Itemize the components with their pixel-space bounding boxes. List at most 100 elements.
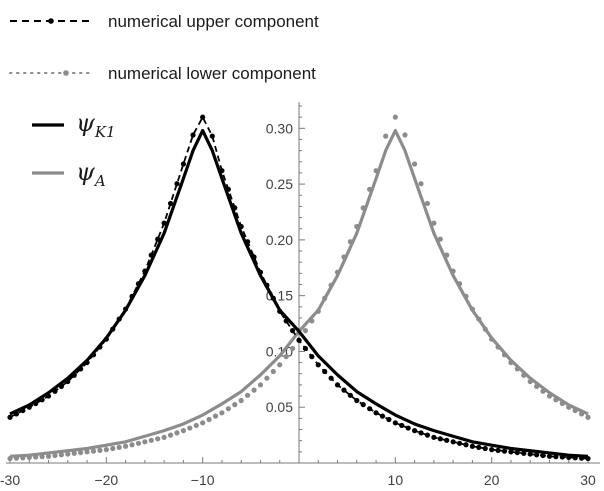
data-point-numerical-lower-component [225,406,231,412]
data-point-numerical-upper-component [424,432,431,438]
data-point-numerical-lower-component [161,434,167,440]
y-tick-label: 0.25 [266,176,293,192]
data-point-numerical-upper-component [200,114,206,120]
data-point-numerical-upper-component [508,449,514,455]
series-numerical-upper-component [7,114,591,462]
data-point-numerical-lower-component [206,416,212,423]
data-point-numerical-lower-component [277,362,283,368]
data-point-numerical-upper-component [245,239,251,245]
data-point-numerical-upper-component [379,413,386,419]
data-point-numerical-lower-component [270,368,276,375]
data-point-numerical-upper-component [116,316,122,322]
data-point-numerical-lower-component [219,410,225,416]
data-point-numerical-lower-component [45,453,52,459]
series-numerical-lower-component [7,114,591,462]
data-point-numerical-lower-component [193,422,199,429]
data-point-numerical-upper-component [180,161,186,167]
data-point-numerical-lower-component [302,328,309,334]
legend-a-symbol: ψ [76,158,96,186]
data-point-numerical-upper-component [540,452,546,459]
data-point-numerical-lower-component [135,440,142,446]
data-point-numerical-upper-component [553,454,559,460]
data-point-numerical-upper-component [501,448,508,454]
data-point-numerical-upper-component [20,407,26,414]
data-point-numerical-lower-component [245,392,251,398]
data-point-numerical-lower-component [116,444,122,450]
data-point-numerical-upper-component [360,402,366,408]
data-point-numerical-upper-component [418,430,424,436]
data-point-numerical-upper-component [161,220,167,226]
data-point-numerical-upper-component [289,328,296,334]
data-point-numerical-lower-component [155,436,161,442]
data-point-numerical-upper-component [437,436,443,442]
data-point-numerical-upper-component [110,326,116,332]
data-point-numerical-upper-component [238,223,244,230]
data-point-numerical-upper-component [148,252,154,258]
series-line-a [9,128,589,458]
legend-item-upper: numerical upper component [10,12,319,31]
data-point-numerical-upper-component [476,444,482,450]
data-point-numerical-lower-component [585,414,591,420]
data-point-numerical-lower-component [187,425,193,431]
data-point-numerical-upper-component [45,393,52,399]
data-point-numerical-lower-component [110,445,116,452]
data-point-numerical-upper-component [257,269,264,275]
y-tick-label: 0.30 [266,120,293,136]
data-point-numerical-upper-component [431,434,437,440]
data-point-numerical-upper-component [71,372,77,378]
data-point-numerical-upper-component [450,439,456,445]
data-point-numerical-upper-component [514,449,520,456]
x-tick-label: −20 [94,472,118,488]
data-point-numerical-lower-component [431,220,437,226]
legend: numerical upper component numerical lowe… [9,12,319,190]
data-point-numerical-lower-component [418,181,424,187]
data-point-numerical-upper-component [495,447,501,453]
data-point-numerical-lower-component [103,447,109,453]
data-point-numerical-upper-component [334,382,341,388]
series-a [9,128,589,458]
legend-a-subscript: A [93,172,106,190]
data-point-numerical-upper-component [302,345,309,352]
data-point-numerical-upper-component [283,318,289,324]
legend-label-k1: ψK1 [76,109,116,141]
data-point-numerical-upper-component [566,454,572,461]
data-point-numerical-upper-component [39,397,45,403]
data-point-numerical-upper-component [482,445,488,452]
data-point-numerical-upper-component [315,362,321,368]
data-point-numerical-upper-component [328,375,334,381]
legend-k1-symbol: ψ [76,109,96,137]
series-layer [7,114,591,462]
data-point-numerical-lower-component [167,432,174,438]
data-point-numerical-upper-component [155,236,161,242]
legend-label-a: ψA [76,158,106,190]
data-point-numerical-lower-component [412,161,418,167]
data-point-numerical-lower-component [402,132,408,138]
data-point-numerical-upper-component [90,352,97,358]
data-point-numerical-upper-component [546,453,553,459]
data-point-numerical-upper-component [347,392,353,398]
data-point-numerical-upper-component [296,337,302,343]
data-point-numerical-upper-component [585,455,591,462]
data-point-numerical-upper-component [392,420,398,426]
data-point-numerical-upper-component [103,336,109,342]
legend-label-lower: numerical lower component [108,64,316,83]
x-tick-label: 30 [580,472,596,488]
legend-k1-subscript: K1 [94,123,116,141]
data-point-numerical-upper-component [412,428,418,434]
data-point-numerical-upper-component [123,306,129,312]
data-point-numerical-upper-component [270,295,276,301]
data-point-numerical-upper-component [52,388,58,394]
data-point-numerical-upper-component [444,437,450,443]
legend-item-k1: ψK1 [32,109,116,141]
data-point-numerical-lower-component [71,450,77,456]
data-point-numerical-lower-component [84,449,90,455]
data-point-numerical-lower-component [257,382,264,388]
data-point-numerical-lower-component [142,439,148,445]
data-point-numerical-upper-component [174,181,180,187]
data-point-numerical-upper-component [232,205,238,211]
data-point-numerical-upper-component [13,411,20,417]
data-point-numerical-upper-component [58,383,64,389]
data-point-numerical-lower-component [264,375,270,381]
data-point-numerical-upper-component [373,410,379,416]
data-point-numerical-lower-component [97,447,103,453]
